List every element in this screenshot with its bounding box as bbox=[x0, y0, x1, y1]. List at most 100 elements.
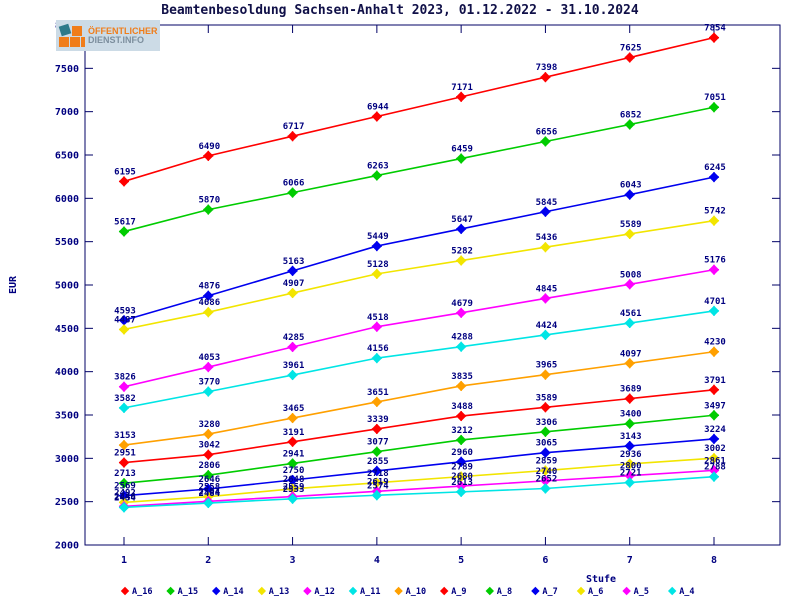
series-line-A_11 bbox=[123, 310, 715, 409]
point-label: 3280 bbox=[198, 420, 220, 430]
point-label: 2504 bbox=[198, 487, 220, 497]
legend-item-A_15: A_15 bbox=[166, 586, 198, 597]
x-tick-label: 3 bbox=[290, 555, 296, 566]
point-label: 3689 bbox=[620, 385, 642, 395]
legend-marker-A_10 bbox=[394, 586, 403, 596]
point-label: 4487 bbox=[114, 315, 136, 325]
point-label: 4679 bbox=[451, 299, 473, 309]
point-label: 6459 bbox=[451, 145, 473, 155]
point-label: 4230 bbox=[704, 338, 726, 348]
point-label: 4907 bbox=[283, 279, 305, 289]
point-label: 6043 bbox=[620, 181, 642, 191]
point-label: 3961 bbox=[283, 361, 305, 371]
point-label: 7625 bbox=[620, 44, 642, 54]
legend-marker-A_15 bbox=[166, 586, 175, 596]
series-line-A_16 bbox=[123, 36, 715, 183]
y-tick-label: 7000 bbox=[55, 107, 79, 118]
point-label: 5008 bbox=[620, 270, 642, 280]
point-label: 5282 bbox=[451, 247, 473, 257]
point-label: 3212 bbox=[451, 426, 473, 436]
point-label: 5845 bbox=[536, 198, 558, 208]
point-label: 2574 bbox=[367, 481, 389, 491]
logo-text-line2: DIENST.INFO bbox=[88, 34, 145, 45]
point-label: 4518 bbox=[367, 313, 389, 323]
point-label: 3002 bbox=[704, 444, 726, 454]
y-tick-label: 6000 bbox=[55, 194, 79, 205]
series-line-A_9 bbox=[123, 388, 715, 464]
point-label: 4285 bbox=[283, 333, 305, 343]
series-line-A_13 bbox=[123, 219, 715, 331]
logo-squares-icon bbox=[58, 23, 85, 47]
point-label: 2951 bbox=[114, 449, 136, 459]
point-label: 3651 bbox=[367, 388, 389, 398]
point-label: 4561 bbox=[620, 309, 642, 319]
x-tick-label: 1 bbox=[121, 555, 127, 566]
x-tick-label: 7 bbox=[627, 555, 633, 566]
point-label: 2960 bbox=[451, 448, 473, 458]
point-label: 2648 bbox=[283, 475, 305, 485]
legend-item-A_16: A_16 bbox=[120, 586, 152, 597]
point-label: 2613 bbox=[451, 478, 473, 488]
point-label: 7854 bbox=[704, 24, 726, 34]
point-label: 3497 bbox=[704, 401, 726, 411]
point-label: 3835 bbox=[451, 372, 473, 382]
legend-label-A_16: A_16 bbox=[132, 587, 152, 597]
y-tick-label: 7500 bbox=[55, 64, 79, 75]
point-label: 3153 bbox=[114, 431, 136, 441]
point-label: 2484 bbox=[198, 489, 220, 499]
point-label: 4097 bbox=[620, 349, 642, 359]
point-label: 5163 bbox=[283, 257, 305, 267]
point-label: 2569 bbox=[114, 482, 136, 492]
y-tick-label: 3500 bbox=[55, 411, 79, 422]
series-line-A_7 bbox=[123, 438, 715, 497]
legend-label-A_8: A_8 bbox=[497, 587, 512, 597]
legend-item-A_8: A_8 bbox=[485, 586, 512, 597]
point-label: 6195 bbox=[114, 167, 136, 177]
point-label: 2861 bbox=[704, 456, 726, 466]
point-label: 2619 bbox=[367, 477, 389, 487]
series-line-A_10 bbox=[123, 350, 715, 446]
legend-marker-A_16 bbox=[120, 586, 130, 596]
point-label: 3224 bbox=[704, 425, 726, 435]
point-label: 7171 bbox=[451, 83, 473, 93]
point-label: 5176 bbox=[704, 256, 726, 266]
legend-item-A_12: A_12 bbox=[303, 586, 335, 597]
point-label: 3077 bbox=[367, 438, 389, 448]
point-label: 2800 bbox=[620, 462, 642, 472]
legend-item-A_10: A_10 bbox=[394, 586, 426, 597]
x-axis-label: Stufe bbox=[586, 574, 616, 585]
point-label: 3770 bbox=[198, 378, 220, 388]
series-line-A_14 bbox=[123, 176, 715, 322]
y-tick-label: 5500 bbox=[55, 237, 79, 248]
point-label: 3582 bbox=[114, 394, 136, 404]
point-label: 2713 bbox=[114, 469, 136, 479]
point-label: 6717 bbox=[283, 122, 305, 132]
point-label: 5436 bbox=[536, 233, 558, 243]
point-label: 2855 bbox=[367, 457, 389, 467]
legend-item-A_13: A_13 bbox=[257, 586, 289, 597]
point-label: 2941 bbox=[283, 449, 305, 459]
point-label: 6066 bbox=[283, 179, 305, 189]
legend-marker-A_8 bbox=[485, 586, 495, 596]
point-label: 2806 bbox=[198, 461, 220, 471]
series-line-A_4 bbox=[123, 475, 715, 509]
point-label: 4053 bbox=[198, 353, 220, 363]
y-tick-label: 2500 bbox=[55, 497, 79, 508]
y-tick-label: 3000 bbox=[55, 454, 79, 465]
chart-title: Beamtenbesoldung Sachsen-Anhalt 2023, 01… bbox=[161, 3, 639, 18]
point-label: 6490 bbox=[198, 142, 220, 152]
point-label: 2859 bbox=[536, 457, 558, 467]
point-label: 6656 bbox=[536, 127, 558, 137]
x-tick-label: 6 bbox=[542, 555, 548, 566]
point-label: 2789 bbox=[451, 463, 473, 473]
legend-label-A_6: A_6 bbox=[588, 587, 603, 597]
point-label: 2533 bbox=[283, 485, 305, 495]
legend-label-A_9: A_9 bbox=[451, 587, 466, 597]
point-label: 6245 bbox=[704, 163, 726, 173]
point-label: 6263 bbox=[367, 162, 389, 172]
point-label: 3191 bbox=[283, 428, 305, 438]
legend-label-A_10: A_10 bbox=[406, 587, 426, 597]
point-label: 5617 bbox=[114, 218, 136, 228]
point-label: 2652 bbox=[536, 474, 558, 484]
